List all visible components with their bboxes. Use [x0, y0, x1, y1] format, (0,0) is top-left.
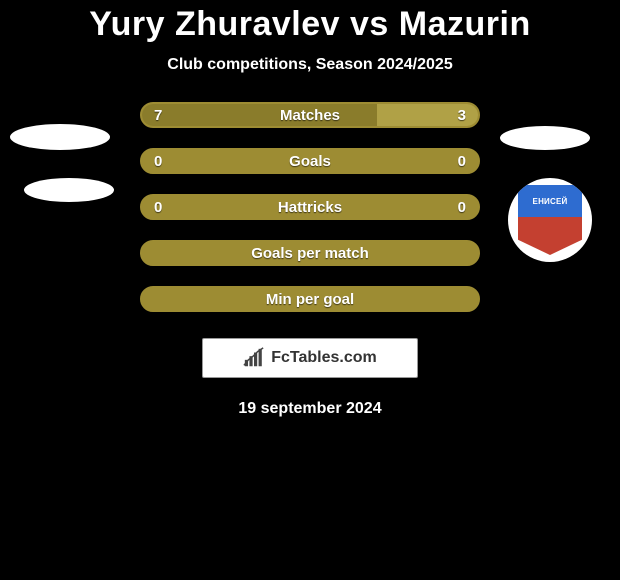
player-left-logo-placeholder-1 — [10, 124, 110, 150]
stat-label: Goals per match — [142, 245, 478, 262]
stats-list: 73Matches 00Goals 00Hattricks Goals per mat… — [140, 102, 480, 312]
shield-bottom — [518, 217, 582, 255]
stat-bar-matches: 73Matches — [140, 102, 480, 128]
club-shield: ЕНИСЕЙ — [518, 185, 582, 255]
stat-bar-goals: 00Goals — [140, 148, 480, 174]
stat-label: Hattricks — [142, 199, 478, 216]
shield-top: ЕНИСЕЙ — [518, 185, 582, 217]
stat-label: Matches — [142, 107, 478, 124]
date-label: 19 september 2024 — [0, 400, 620, 418]
chart-icon — [243, 347, 265, 369]
stat-label: Min per goal — [142, 291, 478, 308]
watermark-text: FcTables.com — [271, 349, 377, 367]
subtitle: Club competitions, Season 2024/2025 — [0, 56, 620, 74]
stat-bar-min-per-goal: Min per goal — [140, 286, 480, 312]
stat-bar-goals-per-match: Goals per match — [140, 240, 480, 266]
page-title: Yury Zhuravlev vs Mazurin — [0, 5, 620, 44]
watermark-badge: FcTables.com — [202, 338, 418, 378]
stat-bar-hattricks: 00Hattricks — [140, 194, 480, 220]
club-badge: ЕНИСЕЙ — [508, 178, 592, 262]
stat-label: Goals — [142, 153, 478, 170]
player-right-logo-placeholder — [500, 126, 590, 150]
player-left-logo-placeholder-2 — [24, 178, 114, 202]
